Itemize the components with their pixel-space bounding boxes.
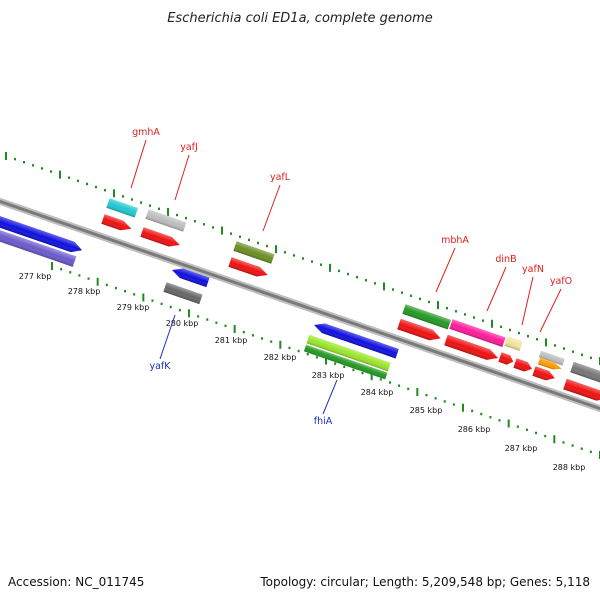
- label-leader-line: [521, 276, 534, 326]
- gene-fhiA-track: [303, 344, 388, 380]
- gene-features: [0, 198, 600, 401]
- gene-label-fhiA: fhiA: [314, 416, 333, 427]
- gene-yafN: [504, 336, 523, 351]
- scale-label: 282 kbp: [264, 353, 297, 362]
- gene-fhiA: [306, 334, 391, 372]
- gene-yafN-cds-2: [513, 358, 533, 372]
- gene-mbhA: [402, 304, 452, 330]
- gene-yafL-cds: [228, 257, 268, 277]
- gene-label-yafL: yafL: [270, 172, 291, 183]
- gene-yafJ: [145, 209, 187, 232]
- accession-text: Accession: NC_011745: [8, 575, 144, 589]
- gene-yafO: [538, 350, 565, 366]
- gene-label-mbhA: mbhA: [441, 235, 469, 246]
- label-leader-line: [435, 247, 456, 293]
- gene-mbhA-cds: [397, 318, 441, 341]
- scale-label: 287 kbp: [505, 444, 538, 453]
- scale-label: 281 kbp: [215, 336, 248, 345]
- gene-block-grey-right: [570, 361, 600, 386]
- gene-label-yafN: yafN: [522, 264, 544, 275]
- gene-block-red-right: [563, 378, 600, 401]
- gene-label-yafJ: yafJ: [180, 142, 198, 153]
- scale-label: 286 kbp: [458, 425, 491, 434]
- scale-labels: 277 kbp 278 kbp 279 kbp 280 kbp 281 kbp 282 k…: [19, 272, 586, 472]
- gene-yafJ-cds: [140, 227, 180, 247]
- gene-block-purple-left: [0, 223, 77, 267]
- scale-label: 277 kbp: [19, 272, 52, 281]
- label-leader-line: [486, 266, 507, 312]
- gene-yafN-cds: [498, 352, 514, 365]
- label-leader-line: [262, 184, 281, 232]
- scale-label: 283 kbp: [312, 371, 345, 380]
- gene-label-yafK: yafK: [149, 361, 171, 372]
- scale-label: 288 kbp: [553, 463, 586, 472]
- scale-label: 285 kbp: [410, 406, 443, 415]
- scale-label: 284 kbp: [361, 388, 394, 397]
- gene-yafO-cds: [537, 357, 562, 370]
- scale-label: 280 kbp: [166, 319, 199, 328]
- gene-dinB-cds: [444, 334, 498, 360]
- label-leader-line: [539, 288, 562, 333]
- gene-label-dinB: dinB: [495, 254, 516, 265]
- gene-label-leaders: [130, 139, 562, 415]
- gene-block-blue-left: [0, 209, 83, 253]
- gene-fhiA-cds: [314, 323, 399, 359]
- gene-yafK: [163, 282, 203, 305]
- gene-labels: gmhA yafJ yafL mbhA dinB yafN yafO yafK …: [132, 127, 572, 427]
- gene-yafO-cds-2: [532, 366, 555, 381]
- label-leader-line: [174, 154, 190, 201]
- gene-gmhA-cds: [101, 214, 132, 231]
- gene-label-gmhA: gmhA: [132, 127, 160, 138]
- scale-label: 279 kbp: [117, 303, 150, 312]
- genome-backbone: [0, 197, 600, 413]
- gene-label-yafO: yafO: [550, 276, 572, 287]
- label-leader-line: [322, 379, 338, 415]
- gene-yafK-cds: [172, 268, 210, 288]
- gene-dinB: [449, 319, 506, 347]
- page-title: Escherichia coli ED1a, complete genome: [167, 11, 433, 26]
- genome-summary-text: Topology: circular; Length: 5,209,548 bp…: [259, 575, 590, 589]
- gene-yafL: [233, 241, 275, 264]
- scale-ticks-outer: [5, 152, 600, 365]
- label-leader-line: [159, 314, 176, 360]
- scale-label: 278 kbp: [68, 287, 101, 296]
- gene-gmhA: [106, 198, 138, 218]
- label-leader-line: [130, 139, 147, 189]
